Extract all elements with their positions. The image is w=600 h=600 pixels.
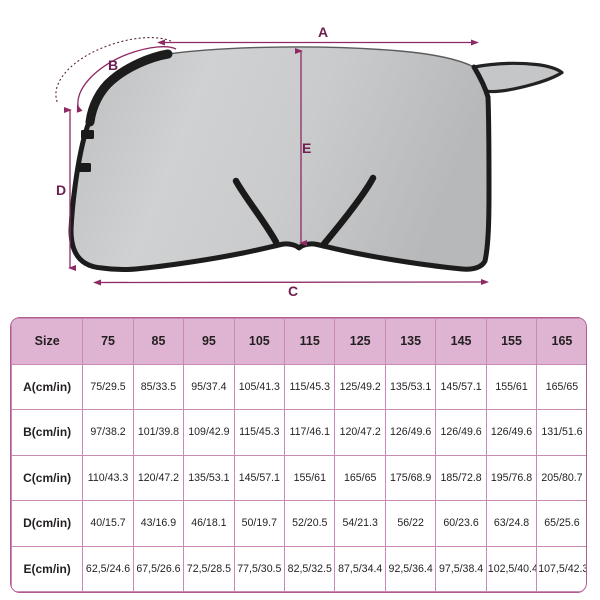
svg-text:A: A — [318, 24, 328, 40]
svg-text:B: B — [108, 57, 118, 73]
svg-text:C: C — [288, 283, 298, 299]
svg-text:D: D — [56, 182, 66, 198]
svg-text:E: E — [302, 140, 311, 156]
